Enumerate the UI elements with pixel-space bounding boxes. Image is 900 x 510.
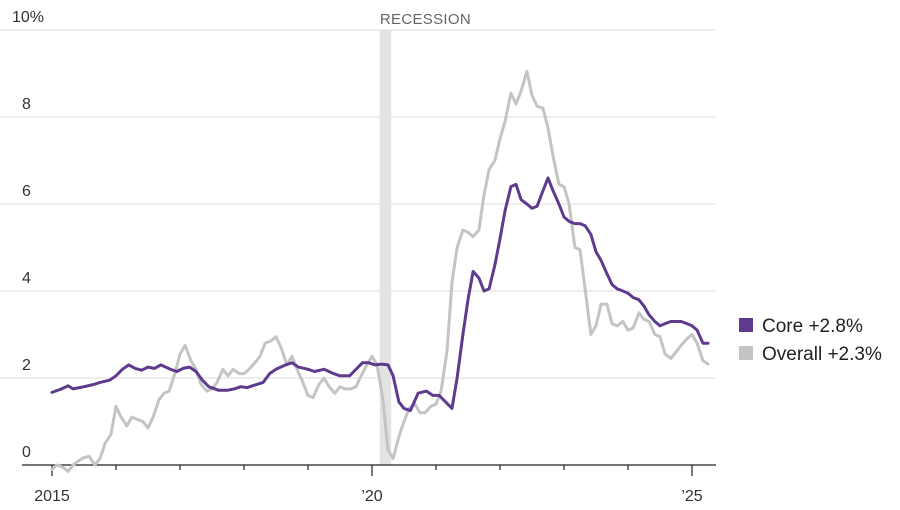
- y-tick-label: 10%: [12, 9, 44, 26]
- recession-band: [379, 30, 392, 465]
- recession-label: RECESSION: [380, 11, 471, 28]
- legend-core-swatch: [739, 318, 753, 332]
- x-axis-ticks: 2015 ’20 ’25: [34, 465, 703, 505]
- y-tick-label: 6: [22, 183, 31, 200]
- y-tick-label: 2: [22, 357, 31, 374]
- core-series-line: [50, 176, 710, 413]
- legend: Core +2.8% Overall +2.3%: [739, 316, 882, 365]
- x-tick-label: ’20: [361, 488, 382, 505]
- y-tick-label: 4: [22, 270, 31, 287]
- legend-overall-label: Overall +2.3%: [762, 344, 882, 365]
- legend-core-label: Core +2.8%: [762, 316, 863, 337]
- y-tick-label: 0: [22, 444, 31, 461]
- overall-series-line: [50, 69, 710, 473]
- y-tick-label: 8: [22, 96, 31, 113]
- legend-overall-swatch: [739, 346, 753, 360]
- x-tick-label: 2015: [34, 488, 70, 505]
- gridlines: [0, 29, 716, 379]
- x-tick-label: ’25: [681, 488, 702, 505]
- y-axis-labels: 0 2 4 6 8 10%: [12, 9, 44, 461]
